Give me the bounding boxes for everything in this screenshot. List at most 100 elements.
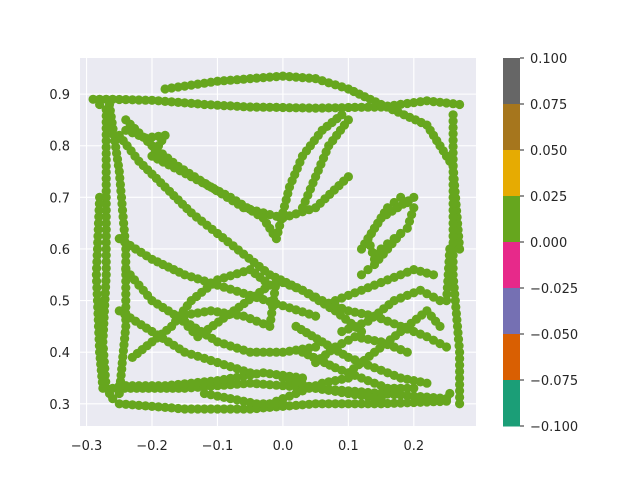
data-point: [304, 103, 314, 113]
data-point: [93, 315, 103, 325]
data-point: [448, 122, 458, 133]
data-point: [402, 383, 412, 393]
data-point: [206, 376, 216, 386]
data-point: [258, 399, 268, 409]
data-point: [225, 404, 236, 414]
y-axis-ticks: 0.3 0.4 0.5 0.6 0.7 0.8 0.9: [49, 88, 70, 413]
colorbar-tick-label: 0.025: [530, 190, 567, 205]
data-point: [376, 394, 386, 404]
x-tick-label: 0.2: [403, 439, 424, 454]
colorbar-segment: [503, 58, 520, 105]
colorbar-segment: [503, 150, 520, 197]
colorbar-tick-label: 0.000: [530, 236, 567, 251]
data-point: [265, 399, 275, 409]
colorbar-segment: [503, 380, 520, 427]
data-point: [265, 347, 275, 357]
data-point: [232, 404, 242, 414]
data-point: [448, 129, 458, 139]
data-point: [324, 103, 334, 113]
data-point: [337, 399, 347, 409]
data-point: [455, 399, 465, 409]
data-point: [265, 380, 275, 390]
data-point: [167, 380, 177, 390]
x-axis-ticks: −0.3 −0.2 −0.1 0.0 0.1 0.2: [71, 439, 424, 454]
data-point: [94, 199, 104, 209]
data-point: [93, 302, 103, 312]
data-point: [445, 388, 455, 399]
data-point: [311, 399, 321, 409]
x-tick-label: −0.3: [71, 439, 103, 454]
data-point: [448, 135, 458, 145]
data-point: [448, 225, 458, 235]
data-point: [167, 403, 177, 413]
data-point: [317, 103, 327, 113]
data-point: [356, 102, 367, 112]
data-point: [455, 373, 465, 383]
data-point: [101, 148, 111, 159]
data-point: [219, 101, 229, 111]
data-point: [435, 396, 445, 407]
data-point: [199, 99, 209, 110]
data-point: [367, 247, 377, 257]
data-point: [356, 399, 367, 409]
data-point: [443, 270, 453, 280]
data-point: [134, 95, 144, 105]
data-point: [140, 95, 151, 105]
data-point: [95, 192, 105, 202]
data-point: [121, 257, 131, 267]
data-point: [225, 101, 236, 111]
data-point: [278, 102, 288, 113]
data-point: [284, 103, 295, 113]
colorbar-tick-label: −0.100: [530, 420, 578, 435]
data-point: [121, 289, 131, 299]
data-point: [98, 383, 108, 393]
data-point: [445, 244, 455, 254]
data-point: [167, 97, 177, 107]
data-point: [448, 192, 458, 202]
data-point: [291, 103, 301, 113]
data-point: [101, 136, 111, 146]
data-point: [337, 103, 347, 113]
data-point: [396, 383, 406, 393]
data-point: [350, 399, 360, 409]
scatter-points: [88, 71, 465, 414]
data-point: [153, 96, 164, 106]
data-point: [448, 110, 458, 120]
data-point: [180, 98, 190, 108]
data-point: [428, 397, 439, 407]
data-point: [402, 223, 412, 233]
y-tick-label: 0.3: [49, 398, 70, 413]
x-tick-label: 0.1: [338, 439, 359, 454]
x-tick-label: −0.2: [136, 439, 168, 454]
data-point: [448, 141, 458, 152]
data-point: [239, 74, 249, 84]
data-point: [121, 276, 131, 286]
data-point: [428, 270, 439, 280]
colorbar-segment: [503, 288, 520, 335]
data-point: [101, 199, 111, 209]
data-point: [330, 103, 340, 113]
data-point: [324, 399, 334, 409]
data-point: [140, 381, 151, 391]
data-point: [441, 396, 452, 406]
data-point: [153, 402, 164, 412]
data-point: [389, 383, 399, 393]
data-point: [448, 167, 458, 177]
data-point: [101, 192, 111, 202]
data-point: [127, 381, 137, 391]
data-point: [180, 379, 190, 389]
data-point: [252, 399, 262, 409]
data-point: [271, 347, 281, 357]
data-point: [94, 341, 104, 351]
data-point: [455, 99, 465, 110]
data-point: [199, 404, 209, 414]
data-point: [101, 225, 111, 235]
colorbar-segment: [503, 196, 520, 243]
data-point: [278, 381, 288, 391]
data-point: [448, 186, 458, 196]
data-point: [101, 263, 111, 273]
data-point: [363, 265, 373, 275]
data-point: [455, 354, 465, 364]
data-point: [396, 228, 406, 239]
